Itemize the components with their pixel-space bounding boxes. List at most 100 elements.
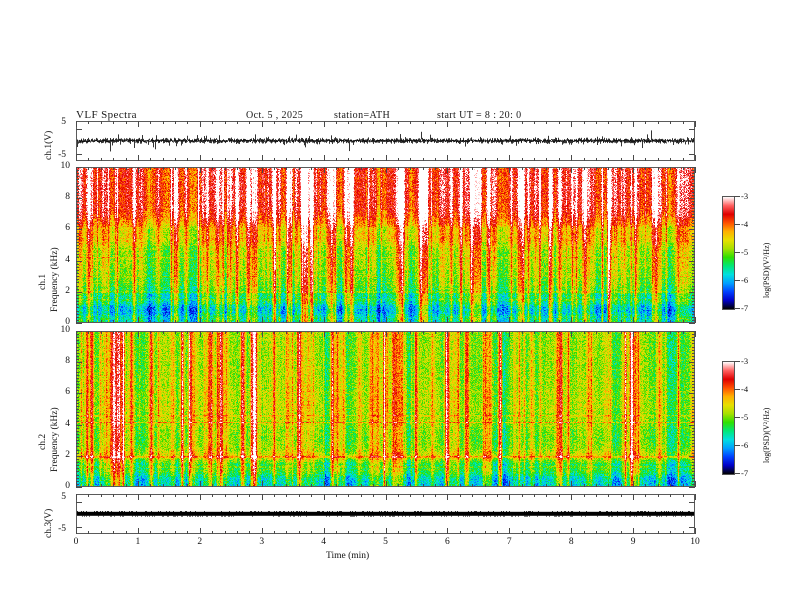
x-tick-bottom-0-50	[695, 155, 696, 161]
x-tick-bottom-3-30	[447, 528, 449, 534]
x-tick-bottom-2-36	[521, 484, 523, 487]
x-tick-top-2-13	[236, 331, 238, 334]
ch2-spec-ylabel-freq: Frequency (kHz)	[50, 407, 60, 472]
f-tick-left-1-0	[76, 323, 82, 324]
x-tick-top-3-8	[175, 494, 177, 497]
f-tick-left-2-35	[76, 377, 79, 379]
x-tick-bottom-0-3	[113, 158, 115, 161]
f-tick-left-2-7	[76, 465, 79, 467]
x-tick-bottom-0-33	[484, 158, 486, 161]
x-tick-bottom-2-13	[236, 484, 238, 487]
x-tick-top-0-20	[323, 121, 325, 127]
x-tick-bottom-0-38	[546, 158, 548, 161]
x-tick-top-3-18	[298, 494, 300, 497]
x-tick-top-2-46	[645, 331, 647, 334]
x-tick-bottom-1-11	[212, 320, 214, 323]
f-tick-right-2-38	[692, 368, 695, 370]
x-tick-top-0-19	[311, 121, 313, 124]
f-tick-right-2-22	[692, 418, 695, 420]
v-tick-right-0-1	[689, 128, 695, 130]
x-tick-bottom-3-38	[546, 531, 548, 534]
freq-tick-label-p1-0: 0	[65, 317, 70, 327]
x-tick-bottom-1-4	[125, 320, 127, 323]
x-tick-top-0-41	[583, 121, 585, 124]
x-tick-top-0-39	[558, 121, 560, 124]
x-tick-top-3-46	[645, 494, 647, 497]
x-tick-bottom-3-40	[571, 528, 573, 534]
f-tick-left-2-29	[76, 396, 79, 398]
f-tick-right-1-23	[692, 251, 695, 253]
f-tick-right-1-50	[689, 167, 695, 168]
f-tick-left-1-43	[76, 188, 79, 190]
x-tick-bottom-2-10	[199, 481, 201, 487]
ch1-wf-tick-pos5: 5	[61, 117, 66, 127]
x-tick-top-1-49	[682, 167, 684, 170]
x-tick-bottom-1-29	[435, 320, 437, 323]
x-tick-top-3-36	[521, 494, 523, 497]
x-tick-bottom-1-27	[410, 320, 412, 323]
f-tick-right-2-35	[692, 377, 695, 379]
x-tick-bottom-2-22	[348, 484, 350, 487]
x-tick-bottom-0-32	[472, 158, 474, 161]
f-tick-right-1-36	[692, 210, 695, 212]
f-tick-left-1-27	[76, 238, 79, 240]
x-tick-top-3-27	[410, 494, 412, 497]
x-tick-bottom-0-28	[422, 158, 424, 161]
f-tick-right-2-29	[692, 396, 695, 398]
f-tick-right-2-23	[692, 415, 695, 417]
x-tick-top-3-48	[670, 494, 672, 497]
x-tick-bottom-2-43	[608, 484, 610, 487]
x-tick-bottom-3-1	[88, 531, 90, 534]
x-tick-top-1-15	[261, 167, 263, 173]
x-tick-top-1-2	[100, 167, 102, 170]
x-tick-top-2-2	[100, 331, 102, 334]
f-tick-right-1-41	[692, 195, 695, 197]
colorbar2-tick-label-0: -3	[741, 356, 749, 366]
x-tick-bottom-2-49	[682, 484, 684, 487]
x-tick-bottom-1-23	[360, 320, 362, 323]
freq-tick-label-p2-0: 0	[65, 481, 70, 491]
freq-tick-label-p2-1: 2	[65, 449, 70, 460]
x-tick-bottom-3-0	[76, 528, 77, 534]
f-tick-right-2-49	[692, 334, 695, 336]
f-tick-right-1-22	[692, 254, 695, 256]
x-tick-top-2-27	[410, 331, 412, 334]
f-tick-right-1-3	[692, 313, 695, 315]
x-tick-top-0-15	[261, 121, 263, 127]
f-tick-right-2-16	[692, 437, 695, 439]
x-tick-bottom-3-15	[261, 528, 263, 534]
x-tick-bottom-3-8	[175, 531, 177, 534]
x-tick-top-3-10	[199, 494, 201, 500]
f-tick-right-1-8	[692, 298, 695, 300]
f-tick-left-2-24	[76, 412, 79, 414]
x-tick-top-1-16	[274, 167, 276, 170]
x-tick-top-3-43	[608, 494, 610, 497]
f-tick-right-1-27	[692, 238, 695, 240]
x-tick-bottom-3-46	[645, 531, 647, 534]
x-tick-bottom-0-41	[583, 158, 585, 161]
x-tick-top-3-17	[286, 494, 288, 497]
f-tick-right-2-17	[692, 433, 695, 435]
colorbar2-tick-label-1: -4	[741, 384, 749, 394]
f-tick-right-1-25	[692, 245, 695, 246]
x-tick-top-1-38	[546, 167, 548, 170]
x-tick-bottom-1-36	[521, 320, 523, 323]
x-tick-top-1-37	[534, 167, 536, 170]
f-tick-right-2-28	[692, 399, 695, 401]
x-tick-top-3-24	[373, 494, 375, 497]
f-tick-right-1-26	[692, 241, 695, 243]
x-tick-top-2-44	[620, 331, 622, 334]
x-tick-top-0-45	[633, 121, 635, 127]
v-tick-left-3-1	[76, 501, 82, 503]
x-tick-top-3-42	[595, 494, 597, 497]
x-tick-bottom-1-45	[633, 317, 635, 323]
x-tick-bottom-3-20	[323, 528, 325, 534]
colorbar1-tick-label-3: -6	[741, 275, 749, 285]
x-tick-top-1-45	[633, 167, 635, 173]
x-tick-top-1-26	[397, 167, 399, 170]
x-tick-top-2-37	[534, 331, 536, 334]
x-tick-top-1-41	[583, 167, 585, 170]
x-tick-top-2-50	[695, 331, 696, 337]
f-tick-left-2-36	[76, 374, 79, 376]
x-tick-top-0-32	[472, 121, 474, 124]
